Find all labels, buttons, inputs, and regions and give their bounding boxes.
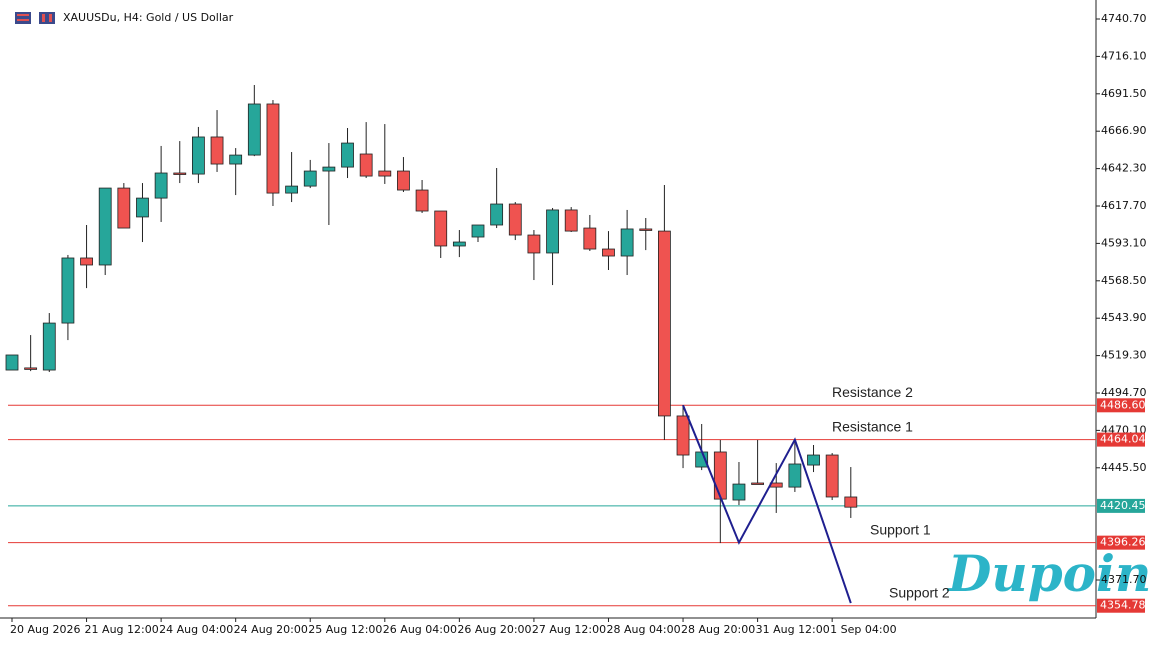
- x-tick-label: 25 Aug 12:00: [308, 623, 382, 636]
- candle-body: [322, 166, 336, 172]
- candle-body: [751, 482, 764, 485]
- candle-body: [397, 170, 410, 191]
- level-name: Resistance 2: [832, 384, 913, 400]
- candle-body: [807, 454, 820, 466]
- candle-body: [247, 103, 261, 156]
- level-badge: [1097, 432, 1145, 447]
- icon: [17, 19, 29, 21]
- x-tick-label: 1 Sep 04:00: [830, 623, 896, 636]
- x-tick-label: 27 Aug 12:00: [532, 623, 606, 636]
- x-tick-label: 21 Aug 12:00: [85, 623, 159, 636]
- candle-body: [546, 209, 559, 254]
- candle-body: [676, 415, 690, 456]
- y-tick-label: 4519.30: [1101, 349, 1147, 362]
- x-tick-label: 24 Aug 04:00: [159, 623, 233, 636]
- candle-body: [415, 189, 429, 212]
- icon: [15, 12, 31, 24]
- candle-body: [583, 227, 597, 250]
- candle-body: [732, 483, 746, 501]
- x-tick-label: 26 Aug 20:00: [457, 623, 531, 636]
- candle-body: [229, 154, 243, 165]
- level-badge: [1097, 598, 1145, 613]
- y-tick-label: 4666.90: [1101, 124, 1147, 137]
- y-tick-label: 4642.30: [1101, 162, 1147, 175]
- candle-body: [5, 354, 19, 371]
- candle-body: [639, 228, 653, 231]
- x-tick-label: 20 Aug 2026: [10, 623, 80, 636]
- candle-body: [154, 172, 168, 199]
- symbol-icons: [15, 12, 55, 24]
- candle-body: [452, 241, 466, 247]
- level-value: 4396.26: [1100, 536, 1146, 549]
- candle-body: [788, 463, 802, 488]
- candle-body: [61, 257, 75, 324]
- y-tick-label: 4543.90: [1101, 311, 1147, 324]
- candle-body: [713, 451, 727, 500]
- y-tick-label: 4371.70: [1101, 573, 1147, 586]
- level-value: 4420.45: [1100, 499, 1146, 512]
- level-value: 4464.04: [1100, 433, 1146, 446]
- level-badge: [1097, 498, 1145, 513]
- x-tick-label: 26 Aug 04:00: [383, 623, 457, 636]
- level-value: 4354.78: [1100, 599, 1146, 612]
- candle-body: [490, 203, 504, 226]
- candle-body: [285, 185, 299, 194]
- icon: [49, 14, 52, 22]
- level-badge: [1097, 535, 1145, 550]
- y-tick-label: 4494.70: [1101, 386, 1147, 399]
- candle-body: [210, 136, 224, 165]
- candle-body: [98, 187, 112, 266]
- y-tick-label: 4691.50: [1101, 87, 1147, 100]
- x-tick-label: 24 Aug 20:00: [234, 623, 308, 636]
- y-tick-label: 4568.50: [1101, 274, 1147, 287]
- candle-body: [341, 142, 354, 168]
- candle-body: [24, 367, 38, 370]
- candle-body: [378, 170, 392, 177]
- zigzag-line: [682, 404, 852, 604]
- chart-title: XAUUSDu, H4: Gold / US Dollar: [63, 11, 234, 24]
- level-name: Resistance 1: [832, 418, 913, 434]
- icon: [17, 14, 29, 16]
- y-tick-label: 4740.70: [1101, 12, 1147, 25]
- candle-body: [564, 209, 578, 232]
- candle-body: [173, 172, 187, 175]
- y-tick-label: 4445.50: [1101, 461, 1147, 474]
- candle-body: [825, 454, 839, 498]
- candle-body: [136, 197, 149, 218]
- candle-body: [658, 230, 671, 417]
- level-name: Support 1: [870, 521, 931, 537]
- candle-body: [527, 234, 541, 254]
- candle-body: [42, 322, 56, 371]
- candle-body: [359, 153, 373, 177]
- candle-body: [266, 103, 280, 194]
- candle-body: [508, 203, 522, 236]
- x-tick-label: 31 Aug 12:00: [756, 623, 830, 636]
- x-tick-label: 28 Aug 20:00: [681, 623, 755, 636]
- icon: [39, 12, 55, 24]
- x-tick-label: 28 Aug 04:00: [606, 623, 680, 636]
- candle-body: [602, 248, 615, 257]
- y-tick-label: 4617.70: [1101, 199, 1147, 212]
- level-value: 4486.60: [1100, 398, 1146, 411]
- icon: [42, 14, 45, 22]
- candle-body: [471, 224, 485, 238]
- candle-body: [80, 257, 93, 266]
- level-name: Support 2: [889, 584, 950, 600]
- candle-body: [191, 136, 205, 175]
- candle-body: [303, 170, 317, 187]
- level-badge: [1097, 398, 1145, 413]
- candle-body: [117, 187, 131, 229]
- candle-body: [620, 228, 634, 257]
- y-tick-label: 4716.10: [1101, 49, 1147, 62]
- candle-body: [844, 496, 858, 508]
- watermark: Dupoin: [946, 544, 1151, 603]
- y-tick-label: 4593.10: [1101, 236, 1147, 249]
- candle-body: [434, 210, 448, 247]
